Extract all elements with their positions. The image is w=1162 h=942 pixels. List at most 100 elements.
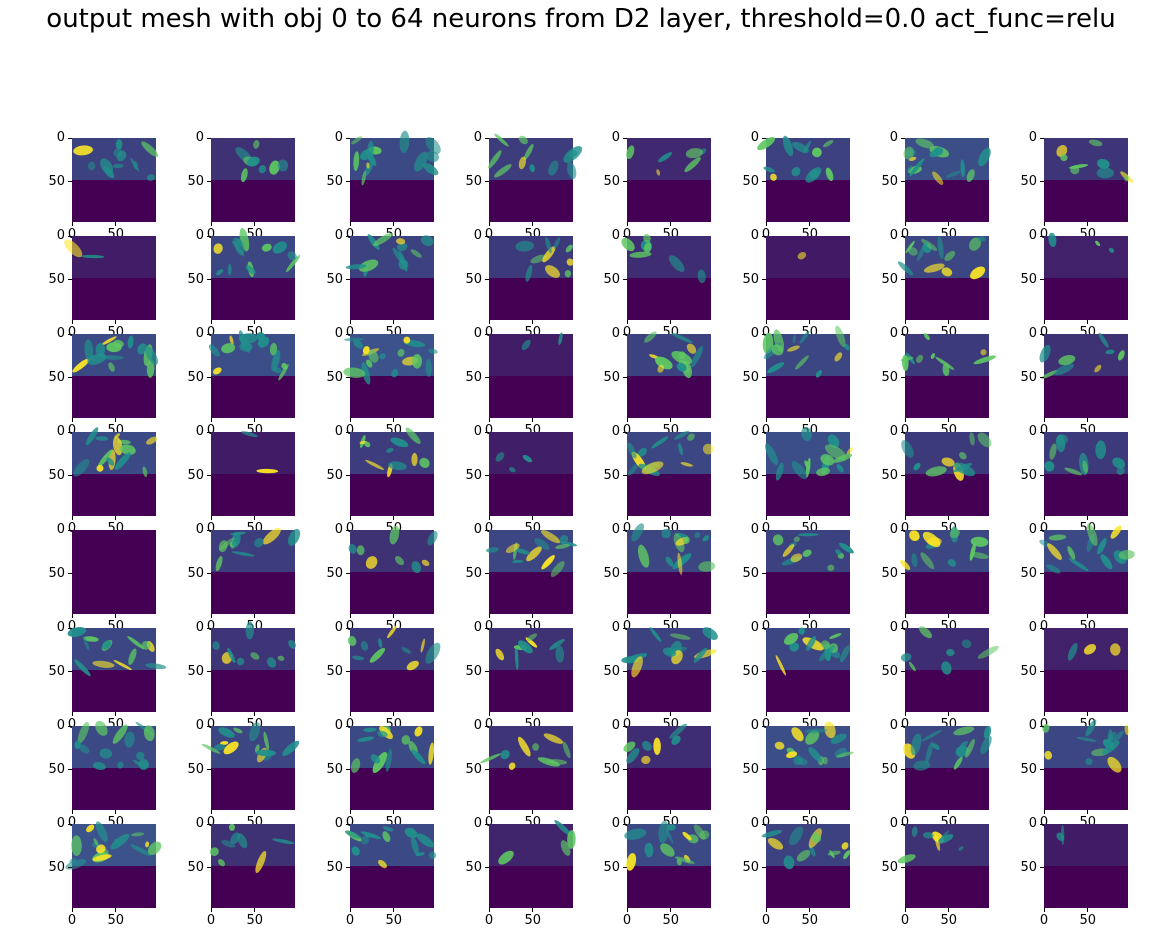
- y-tick-label: 0: [1028, 522, 1037, 537]
- activation-blob: [411, 749, 426, 765]
- heatmap-background: [766, 236, 850, 320]
- activation-blob: [485, 547, 499, 553]
- y-tick-mark: [346, 725, 350, 727]
- y-tick-label: 0: [334, 228, 343, 243]
- x-tick-label: 0: [345, 423, 355, 438]
- x-tick-mark: [1087, 712, 1089, 716]
- y-tick-label: 0: [750, 522, 759, 537]
- activation-blob: [394, 556, 405, 566]
- activation-blob: [488, 150, 502, 169]
- activation-blob: [412, 354, 423, 369]
- y-tick-mark: [762, 279, 766, 281]
- x-tick-label: 0: [1039, 325, 1049, 340]
- y-tick-label: 50: [1020, 369, 1037, 385]
- activation-blob: [144, 345, 159, 365]
- x-tick-label: 50: [246, 913, 264, 928]
- activation-blob: [241, 431, 258, 438]
- activation-blob: [480, 753, 501, 764]
- heatmap-background: [72, 236, 156, 320]
- activation-blob: [277, 655, 285, 661]
- y-tick-mark: [485, 431, 489, 433]
- activation-blob: [245, 621, 255, 640]
- heatmap-image: [1039, 523, 1135, 614]
- activation-blob: [364, 441, 371, 448]
- activation-blob: [562, 741, 571, 759]
- y-tick-mark: [762, 431, 766, 433]
- activation-blob: [653, 737, 661, 755]
- activation-blob: [127, 636, 145, 650]
- activation-blob: [114, 452, 131, 470]
- heatmap-image: [343, 334, 438, 418]
- x-tick-label: 0: [900, 815, 910, 830]
- x-tick-mark: [765, 320, 767, 324]
- heatmap-panel-4: [626, 138, 711, 222]
- activation-blob: [83, 636, 99, 642]
- y-tick-mark: [485, 235, 489, 237]
- y-tick-mark: [485, 181, 489, 183]
- activation-band: [1044, 236, 1128, 278]
- activation-blob: [806, 635, 817, 651]
- activation-blob: [644, 331, 657, 343]
- activation-blob: [214, 743, 226, 751]
- activation-blob: [347, 636, 357, 646]
- activation-blob: [830, 733, 847, 744]
- heatmap-image: [72, 427, 158, 516]
- x-tick-label: 0: [67, 325, 77, 340]
- activation-blob: [567, 161, 577, 179]
- heatmap-image: [345, 232, 434, 320]
- y-tick-mark: [485, 573, 489, 575]
- activation-blob: [529, 164, 535, 173]
- y-tick-label: 50: [465, 761, 482, 777]
- heatmap-image: [764, 426, 854, 516]
- y-tick-mark: [68, 573, 72, 575]
- heatmap-image: [1039, 332, 1128, 418]
- activation-blob: [386, 447, 394, 453]
- activation-blob: [99, 748, 113, 759]
- heatmap-image: [757, 135, 850, 222]
- y-tick-mark: [485, 769, 489, 771]
- activation-blob: [343, 367, 366, 378]
- heatmap-image: [1044, 628, 1128, 712]
- x-tick-mark: [254, 418, 256, 422]
- x-tick-mark: [1087, 516, 1089, 520]
- y-tick-label: 50: [603, 663, 620, 679]
- activation-blob: [410, 249, 422, 258]
- x-tick-mark: [1087, 418, 1089, 422]
- x-tick-mark: [393, 810, 395, 814]
- y-tick-mark: [623, 377, 627, 379]
- x-tick-label: 0: [622, 619, 632, 634]
- x-tick-mark: [488, 908, 490, 912]
- activation-blob: [288, 528, 301, 546]
- y-tick-label: 50: [742, 467, 759, 483]
- activation-blob: [786, 751, 798, 759]
- y-tick-mark: [623, 671, 627, 673]
- activation-blob: [213, 243, 223, 254]
- heatmap-panel-33: [211, 528, 301, 614]
- heatmap-panel-16: [72, 334, 159, 418]
- x-tick-mark: [948, 908, 950, 912]
- heatmap-image: [762, 325, 850, 418]
- activation-blob: [411, 452, 418, 467]
- activation-blob: [378, 638, 383, 649]
- heatmap-panel-41: [211, 621, 296, 712]
- x-tick-mark: [210, 712, 212, 716]
- activation-blob: [541, 530, 561, 544]
- activation-blob: [560, 840, 571, 856]
- x-tick-label: 0: [67, 227, 77, 242]
- activation-blob: [829, 633, 842, 639]
- heatmap-image: [489, 236, 574, 320]
- y-tick-mark: [68, 671, 72, 673]
- heatmap-panel-56: [65, 821, 162, 908]
- y-tick-mark: [762, 769, 766, 771]
- activation-blob: [930, 353, 935, 359]
- activation-blob: [541, 555, 555, 570]
- activation-blob: [1094, 364, 1102, 373]
- activation-blob: [352, 655, 365, 661]
- y-tick-mark: [762, 475, 766, 477]
- heatmap-image: [900, 526, 989, 614]
- activation-blob: [69, 857, 77, 864]
- activation-blob: [73, 458, 90, 477]
- activation-blob: [767, 837, 784, 850]
- activation-blob: [360, 831, 381, 839]
- heatmap-panel-48: [72, 720, 156, 810]
